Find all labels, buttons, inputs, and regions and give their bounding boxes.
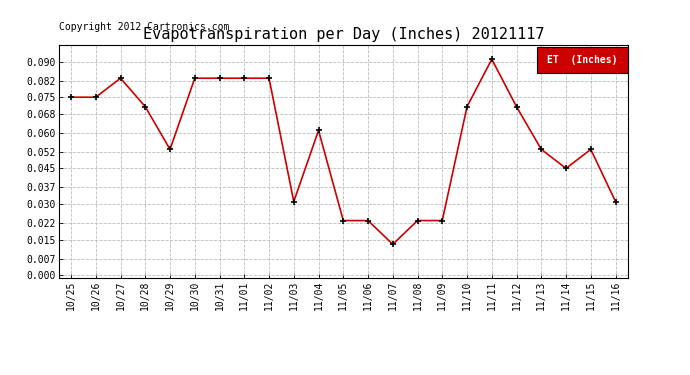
Title: Evapotranspiration per Day (Inches) 20121117: Evapotranspiration per Day (Inches) 2012… [143, 27, 544, 42]
Text: ET  (Inches): ET (Inches) [547, 55, 618, 65]
FancyBboxPatch shape [537, 47, 628, 73]
Text: Copyright 2012 Cartronics.com: Copyright 2012 Cartronics.com [59, 22, 229, 32]
